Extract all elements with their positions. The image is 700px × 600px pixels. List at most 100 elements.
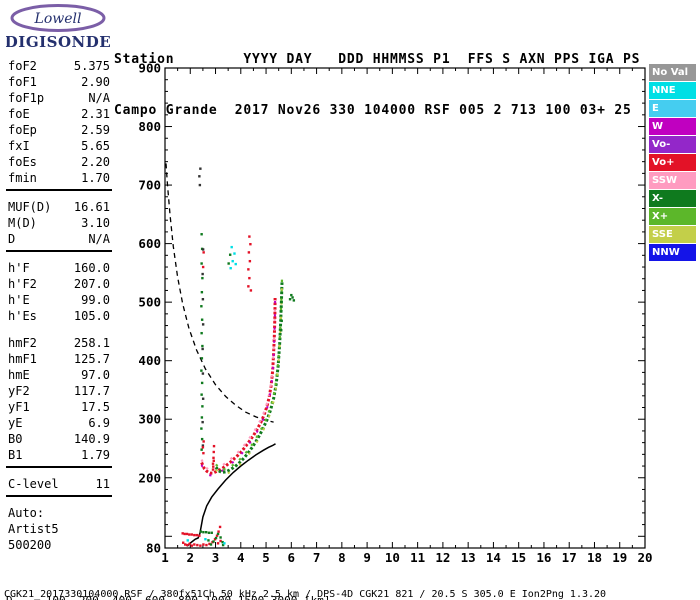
param-label: foF1p [8,91,45,105]
param-row: Artist5 [8,521,110,537]
param-label: foEs [8,155,37,169]
param-row: B1 1.79 [8,447,110,463]
param-value: 3.10 [81,216,110,230]
x-axis-label: 17 [562,550,577,565]
param-value: 1.70 [81,171,110,185]
param-label: B0 [8,432,23,446]
legend-item-x-: X+ [649,208,696,225]
param-value: 6.9 [88,416,110,430]
param-label: hmE [8,368,30,382]
y-axis-label: 300 [138,412,161,427]
param-value: 117.7 [73,384,110,398]
param-group: C-level 11 [6,475,112,497]
y-axis-label: 700 [138,178,161,193]
param-value: 105.0 [73,309,110,323]
param-row: C-level 11 [8,476,110,492]
x-axis-label: 16 [536,550,551,565]
param-row: D N/A [8,231,110,247]
param-label: hmF1 [8,352,37,366]
param-label: Auto: [8,506,45,520]
x-axis-label: 8 [338,550,346,565]
param-label: h'F2 [8,277,37,291]
param-group: foF2 5.375 foF1 2.90 foF1p N/A foE 2.31 foEp 2.59… [6,57,112,191]
legend-item-ssw: SSW [649,172,696,189]
param-value: 11 [95,477,110,491]
f-trace-x-mode-light [215,278,284,471]
status-line: CGK21_2017330104000.RSF / 380fx51Ch 50 k… [4,589,607,600]
param-row: MUF(D) 16.61 [8,199,110,215]
param-row: fmin 1.70 [8,170,110,186]
o-cusp-red [211,444,216,471]
x-axis-label: 6 [288,550,296,565]
x-axis-label: 3 [212,550,220,565]
f-trace-x-mode-olive [215,283,283,476]
bottom-scatter-cyan [186,538,226,545]
param-row: h'E 99.0 [8,292,110,308]
spread-x-top-green [279,293,296,332]
param-value: 2.20 [81,155,110,169]
y-axis-label: 500 [138,295,161,310]
spread-mid-green [227,253,232,265]
param-label: MUF(D) [8,200,52,214]
logo-lowell-text: Lowell [34,11,82,27]
y-axis-label: 400 [138,353,161,368]
param-row: foE 2.31 [8,106,110,122]
param-row: hmE 97.0 [8,367,110,383]
es-trace-x-mode [199,530,213,534]
y-axis-label: 80 [146,541,161,556]
x-axis-label: 11 [410,550,425,565]
digisonde-logo: Lowell DIGISONDE [6,4,111,51]
x-axis-label: 10 [385,550,400,565]
x-axis-label: 5 [262,550,270,565]
param-label: fmin [8,171,37,185]
legend-item-sse: SSE [649,226,696,243]
param-value: 160.0 [73,261,110,275]
param-label: foF2 [8,59,37,73]
param-row: foEs 2.20 [8,154,110,170]
legend-item-e: E [649,100,696,117]
x-axis-label: 13 [461,550,476,565]
x-axis-label: 14 [486,550,501,565]
param-value: 258.1 [73,336,110,350]
x-axis-label: 4 [237,550,245,565]
param-label: yF1 [8,400,30,414]
x-axis-label: 18 [587,550,602,565]
color-legend: No Val NNE E W Vo- Vo+ SSW X- X+ SSE NNW [649,64,696,262]
param-group: hmF2 258.1 hmF1 125.7 hmE 97.0 yF2 117.7 yF1 17.5… [6,334,112,468]
param-row: hmF1 125.7 [8,351,110,367]
param-value: 1.79 [81,448,110,462]
param-label: hmF2 [8,336,37,350]
param-label: foF1 [8,75,37,89]
spread-f-red [247,235,253,292]
x-axis-label: 9 [363,550,371,565]
legend-item-x-: X- [649,190,696,207]
header-line-2: Campo Grande 2017 Nov26 330 104000 RSF 0… [114,103,632,118]
x-axis-label: 19 [612,550,627,565]
legend-item-no-val: No Val [649,64,696,81]
param-row: foF2 5.375 [8,58,110,74]
es-trace-o-mode [181,532,201,537]
param-row: 500200 [8,537,110,553]
param-row: h'F 160.0 [8,260,110,276]
f-trace-x-mode [214,281,284,475]
param-value: 207.0 [73,277,110,291]
param-row: foEp 2.59 [8,122,110,138]
param-value: 99.0 [81,293,110,307]
legend-item-nnw: NNW [649,244,696,261]
param-group: MUF(D) 16.61 M(D) 3.10 D N/A [6,198,112,252]
param-label: h'Es [8,309,37,323]
param-value: N/A [88,91,110,105]
param-row: fxI 5.65 [8,138,110,154]
spread-column-red [201,251,205,455]
param-label: h'F [8,261,30,275]
f-trace-o-mode [200,297,277,475]
legend-item-w: W [649,118,696,135]
f-trace-o-mode-pink [200,294,277,472]
param-row: M(D) 3.10 [8,215,110,231]
plot-frame [164,67,646,549]
logo-ellipse [10,4,106,32]
param-value: 2.59 [81,123,110,137]
param-row: B0 140.9 [8,431,110,447]
